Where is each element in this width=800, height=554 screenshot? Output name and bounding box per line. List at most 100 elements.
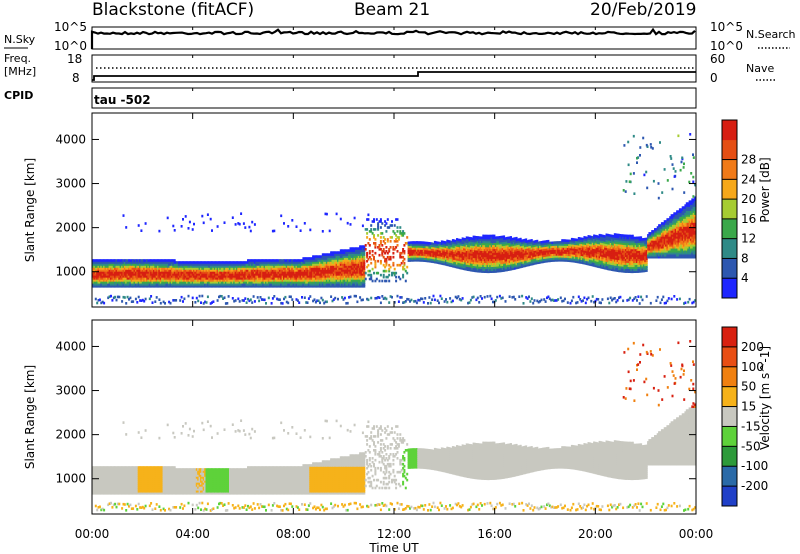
power-cell <box>352 283 355 286</box>
power-cell <box>107 296 110 300</box>
power-cell <box>301 296 303 299</box>
power-cell <box>463 239 465 243</box>
power-cell <box>284 279 287 282</box>
power-cell <box>139 273 142 276</box>
power-cell <box>276 283 279 286</box>
power-cell <box>346 279 349 282</box>
power-cell <box>218 279 220 282</box>
power-cell <box>543 298 546 301</box>
power-cell <box>489 234 492 238</box>
power-cell <box>234 265 237 268</box>
power-cell <box>278 275 281 278</box>
power-cell <box>529 259 532 262</box>
power-cell <box>269 263 272 266</box>
power-cell <box>519 263 522 267</box>
power-cell <box>476 269 479 273</box>
nave-tick-60: 60 <box>710 52 725 66</box>
power-cell <box>305 283 308 286</box>
power-cell <box>247 261 249 264</box>
power-cell <box>551 298 554 302</box>
power-cell <box>337 257 339 260</box>
power-cell <box>303 279 306 282</box>
power-cell <box>269 281 272 284</box>
power-cell <box>314 269 317 272</box>
power-cell <box>415 247 418 250</box>
power-cell <box>467 260 470 263</box>
power-cell <box>475 251 478 255</box>
power-cell <box>188 277 191 280</box>
power-cell <box>548 259 551 263</box>
power-cell <box>151 259 154 262</box>
power-cell <box>204 281 207 284</box>
power-cell <box>201 269 204 272</box>
power-cell <box>341 275 344 278</box>
power-cell <box>497 252 500 255</box>
power-cell <box>255 263 258 266</box>
power-cell <box>213 261 216 264</box>
power-cell <box>530 260 533 264</box>
power-cell <box>162 269 165 272</box>
power-cell <box>503 253 506 256</box>
power-cell <box>532 246 535 250</box>
power-cell <box>519 259 522 263</box>
power-cell <box>454 263 457 267</box>
power-cell <box>110 277 112 280</box>
power-cell <box>253 263 256 266</box>
power-cell <box>208 263 211 266</box>
power-cell <box>258 271 261 274</box>
power-cell <box>356 253 359 256</box>
power-cell <box>256 259 259 262</box>
power-cell <box>169 265 172 268</box>
power-cell <box>374 251 377 255</box>
power-cell <box>240 261 243 264</box>
power-cell <box>128 279 130 282</box>
power-cell <box>453 243 456 246</box>
power-cell <box>357 251 360 254</box>
power-cell <box>486 236 489 240</box>
power-cell <box>280 265 283 268</box>
power-cell <box>179 271 182 274</box>
power-cell <box>487 262 490 266</box>
power-cell <box>331 263 334 266</box>
power-cell <box>458 238 461 242</box>
power-cell <box>337 259 339 262</box>
power-cell <box>134 267 137 270</box>
power-cell <box>233 273 236 276</box>
power-cell <box>136 259 139 262</box>
power-cell <box>220 267 223 270</box>
power-cell <box>346 271 349 274</box>
power-cell <box>198 273 201 276</box>
power-cell <box>332 283 335 286</box>
power-cell <box>389 224 392 227</box>
power-cell <box>428 255 431 259</box>
power-cell <box>443 246 446 250</box>
power-cell <box>348 253 351 256</box>
power-cell <box>521 263 524 266</box>
power-cell <box>352 263 355 266</box>
power-cell <box>453 253 456 256</box>
power-cell <box>348 269 351 272</box>
power-cell <box>283 297 285 301</box>
power-cell <box>341 269 344 272</box>
power-cell <box>475 255 478 259</box>
power-cell <box>516 258 519 261</box>
power-cell <box>561 257 564 260</box>
power-cell <box>379 273 382 277</box>
power-cell <box>343 296 346 300</box>
power-cell <box>289 283 292 286</box>
power-cell <box>97 259 100 262</box>
power-cell <box>110 281 112 284</box>
power-cell <box>391 273 393 277</box>
power-cell <box>133 277 136 280</box>
power-cell <box>219 273 222 276</box>
power-cell <box>463 247 465 251</box>
power-cell <box>289 281 292 284</box>
power-cell <box>130 265 133 268</box>
power-cell <box>414 249 417 252</box>
power-cell <box>240 279 243 282</box>
power-cell <box>481 254 483 257</box>
power-cell <box>288 261 291 264</box>
power-cell <box>356 283 359 286</box>
power-cell <box>456 256 458 259</box>
power-cell <box>141 277 144 280</box>
